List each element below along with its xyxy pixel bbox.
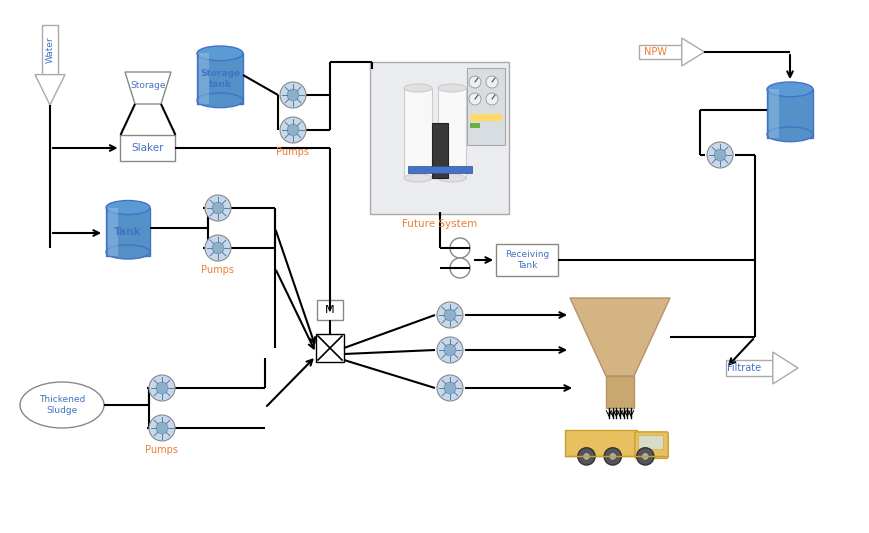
Circle shape	[149, 375, 175, 401]
Circle shape	[436, 337, 462, 363]
Polygon shape	[681, 38, 704, 66]
Polygon shape	[35, 75, 65, 105]
Circle shape	[706, 142, 733, 168]
FancyBboxPatch shape	[370, 62, 509, 214]
Circle shape	[287, 124, 299, 136]
Ellipse shape	[403, 84, 432, 92]
FancyBboxPatch shape	[408, 166, 472, 173]
Ellipse shape	[403, 174, 432, 182]
FancyBboxPatch shape	[199, 53, 209, 104]
Ellipse shape	[766, 82, 812, 96]
Circle shape	[603, 448, 620, 465]
Circle shape	[577, 448, 594, 465]
Text: Thickened
Sludge: Thickened Sludge	[39, 395, 85, 415]
Text: Filtrate: Filtrate	[726, 363, 760, 373]
Text: NPW: NPW	[644, 47, 667, 57]
FancyBboxPatch shape	[768, 90, 779, 138]
Circle shape	[156, 422, 168, 434]
Circle shape	[205, 195, 231, 221]
Circle shape	[444, 382, 455, 394]
Circle shape	[449, 238, 469, 258]
Polygon shape	[569, 298, 669, 376]
Circle shape	[287, 89, 299, 101]
Text: Water: Water	[45, 36, 55, 63]
Ellipse shape	[766, 127, 812, 142]
Circle shape	[486, 76, 497, 88]
Circle shape	[280, 117, 306, 143]
Circle shape	[582, 453, 590, 460]
FancyBboxPatch shape	[315, 334, 343, 362]
Text: Storage
tank: Storage tank	[200, 69, 240, 88]
FancyBboxPatch shape	[316, 300, 342, 320]
FancyBboxPatch shape	[565, 430, 636, 456]
Circle shape	[149, 415, 175, 441]
Text: Receiving
Tank: Receiving Tank	[504, 251, 548, 270]
FancyBboxPatch shape	[108, 207, 117, 255]
Circle shape	[205, 235, 231, 261]
Circle shape	[636, 448, 653, 465]
Circle shape	[486, 93, 497, 105]
FancyBboxPatch shape	[467, 68, 504, 145]
Text: Pumps: Pumps	[145, 445, 178, 455]
Ellipse shape	[437, 84, 466, 92]
FancyBboxPatch shape	[403, 88, 432, 178]
Circle shape	[713, 149, 725, 161]
Circle shape	[608, 453, 616, 460]
FancyBboxPatch shape	[495, 244, 557, 276]
Circle shape	[212, 202, 223, 214]
Circle shape	[280, 82, 306, 108]
FancyBboxPatch shape	[469, 123, 480, 128]
FancyBboxPatch shape	[637, 435, 662, 449]
Polygon shape	[772, 352, 797, 384]
Ellipse shape	[437, 174, 466, 182]
Ellipse shape	[196, 93, 242, 108]
Circle shape	[436, 375, 462, 401]
Text: Pumps: Pumps	[276, 147, 309, 157]
Circle shape	[156, 382, 168, 394]
Circle shape	[468, 93, 481, 105]
Text: Future System: Future System	[401, 219, 477, 229]
Circle shape	[212, 242, 223, 254]
FancyBboxPatch shape	[432, 123, 448, 178]
Circle shape	[444, 309, 455, 321]
FancyBboxPatch shape	[639, 45, 681, 59]
Ellipse shape	[106, 200, 149, 215]
Text: Storage: Storage	[130, 82, 166, 91]
Ellipse shape	[20, 382, 104, 428]
Text: Slaker: Slaker	[131, 143, 164, 153]
Text: M: M	[325, 305, 335, 315]
Polygon shape	[125, 72, 171, 104]
FancyBboxPatch shape	[196, 53, 242, 104]
Circle shape	[436, 302, 462, 328]
FancyBboxPatch shape	[437, 88, 466, 178]
FancyBboxPatch shape	[469, 114, 501, 121]
FancyBboxPatch shape	[43, 25, 57, 75]
Text: Pumps: Pumps	[202, 265, 235, 275]
Circle shape	[468, 76, 481, 88]
FancyBboxPatch shape	[106, 207, 149, 255]
Circle shape	[449, 258, 469, 278]
Circle shape	[640, 453, 648, 460]
FancyBboxPatch shape	[725, 360, 772, 376]
Text: Tank: Tank	[114, 227, 142, 237]
Ellipse shape	[196, 46, 242, 61]
FancyBboxPatch shape	[766, 90, 812, 138]
FancyBboxPatch shape	[634, 432, 667, 458]
Circle shape	[444, 344, 455, 356]
Ellipse shape	[106, 245, 149, 259]
FancyBboxPatch shape	[606, 376, 634, 408]
FancyBboxPatch shape	[121, 135, 176, 161]
